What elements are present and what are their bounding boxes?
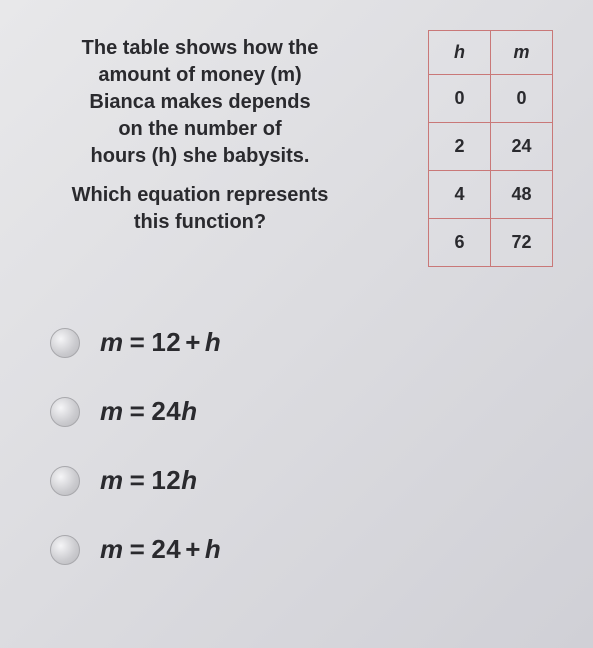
radio-icon[interactable] xyxy=(50,466,80,496)
option-c[interactable]: m=12h xyxy=(50,465,563,496)
option-b-label: m=24h xyxy=(100,396,198,427)
answer-options: m=12+h m=24h m=12h m=24+h xyxy=(50,327,563,565)
q-line-1: The table shows how the xyxy=(82,37,319,59)
op: + xyxy=(185,327,201,357)
equals: = xyxy=(130,465,146,495)
table-row: 0 0 xyxy=(429,75,553,123)
q-line-4: on the number of xyxy=(118,118,281,140)
table-row: 4 48 xyxy=(429,171,553,219)
num: 24 xyxy=(151,396,181,426)
var-m: m xyxy=(100,327,124,357)
var-m: m xyxy=(100,534,124,564)
var-m: m xyxy=(100,465,124,495)
var-h: h xyxy=(181,465,197,495)
table-cell: 0 xyxy=(429,75,491,123)
table-header-row: h m xyxy=(429,31,553,75)
table-header-h: h xyxy=(429,31,491,75)
question-paragraph-1: The table shows how the amount of money … xyxy=(50,35,350,170)
table-cell: 0 xyxy=(491,75,553,123)
var-m: m xyxy=(100,396,124,426)
q-line-3: Bianca makes depends xyxy=(89,91,310,113)
q-line-5: hours (h) she babysits. xyxy=(91,145,310,167)
option-a[interactable]: m=12+h xyxy=(50,327,563,358)
var-h: h xyxy=(181,396,197,426)
question-prompt: The table shows how the amount of money … xyxy=(50,30,350,236)
num: 12 xyxy=(151,465,181,495)
q2-line-2: this function? xyxy=(134,211,266,233)
table-cell: 6 xyxy=(429,219,491,267)
question-paragraph-2: Which equation represents this function? xyxy=(50,182,350,236)
op: + xyxy=(185,534,201,564)
table-cell: 4 xyxy=(429,171,491,219)
data-table: h m 0 0 2 24 4 48 6 72 xyxy=(428,30,553,267)
var-h: h xyxy=(205,534,221,564)
table-header-m: m xyxy=(491,31,553,75)
option-a-label: m=12+h xyxy=(100,327,221,358)
table-row: 6 72 xyxy=(429,219,553,267)
q-line-2: amount of money (m) xyxy=(98,64,301,86)
q2-line-1: Which equation represents xyxy=(72,184,329,206)
num: 24 xyxy=(151,534,181,564)
option-d[interactable]: m=24+h xyxy=(50,534,563,565)
table-cell: 72 xyxy=(491,219,553,267)
question-header: The table shows how the amount of money … xyxy=(50,30,563,267)
equals: = xyxy=(130,327,146,357)
num: 12 xyxy=(151,327,181,357)
option-c-label: m=12h xyxy=(100,465,198,496)
var-h: h xyxy=(205,327,221,357)
table-row: 2 24 xyxy=(429,123,553,171)
radio-icon[interactable] xyxy=(50,397,80,427)
equals: = xyxy=(130,534,146,564)
option-d-label: m=24+h xyxy=(100,534,221,565)
equals: = xyxy=(130,396,146,426)
radio-icon[interactable] xyxy=(50,328,80,358)
radio-icon[interactable] xyxy=(50,535,80,565)
option-b[interactable]: m=24h xyxy=(50,396,563,427)
table-cell: 2 xyxy=(429,123,491,171)
table-cell: 48 xyxy=(491,171,553,219)
table-cell: 24 xyxy=(491,123,553,171)
